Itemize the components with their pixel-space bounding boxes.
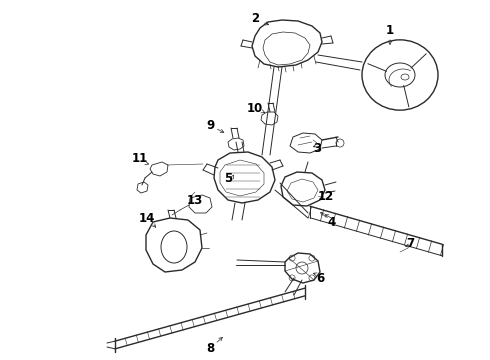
Text: 5: 5 — [224, 171, 232, 185]
Text: 14: 14 — [139, 212, 155, 225]
Text: 10: 10 — [247, 102, 263, 114]
Text: 9: 9 — [206, 118, 214, 131]
Text: 13: 13 — [187, 194, 203, 207]
Text: 2: 2 — [251, 12, 259, 24]
Text: 8: 8 — [206, 342, 214, 355]
Text: 3: 3 — [313, 141, 321, 154]
Text: 7: 7 — [406, 237, 414, 249]
Text: 6: 6 — [316, 271, 324, 284]
Text: 11: 11 — [132, 152, 148, 165]
Text: 12: 12 — [318, 189, 334, 202]
Text: 4: 4 — [328, 216, 336, 229]
Text: 1: 1 — [386, 23, 394, 36]
